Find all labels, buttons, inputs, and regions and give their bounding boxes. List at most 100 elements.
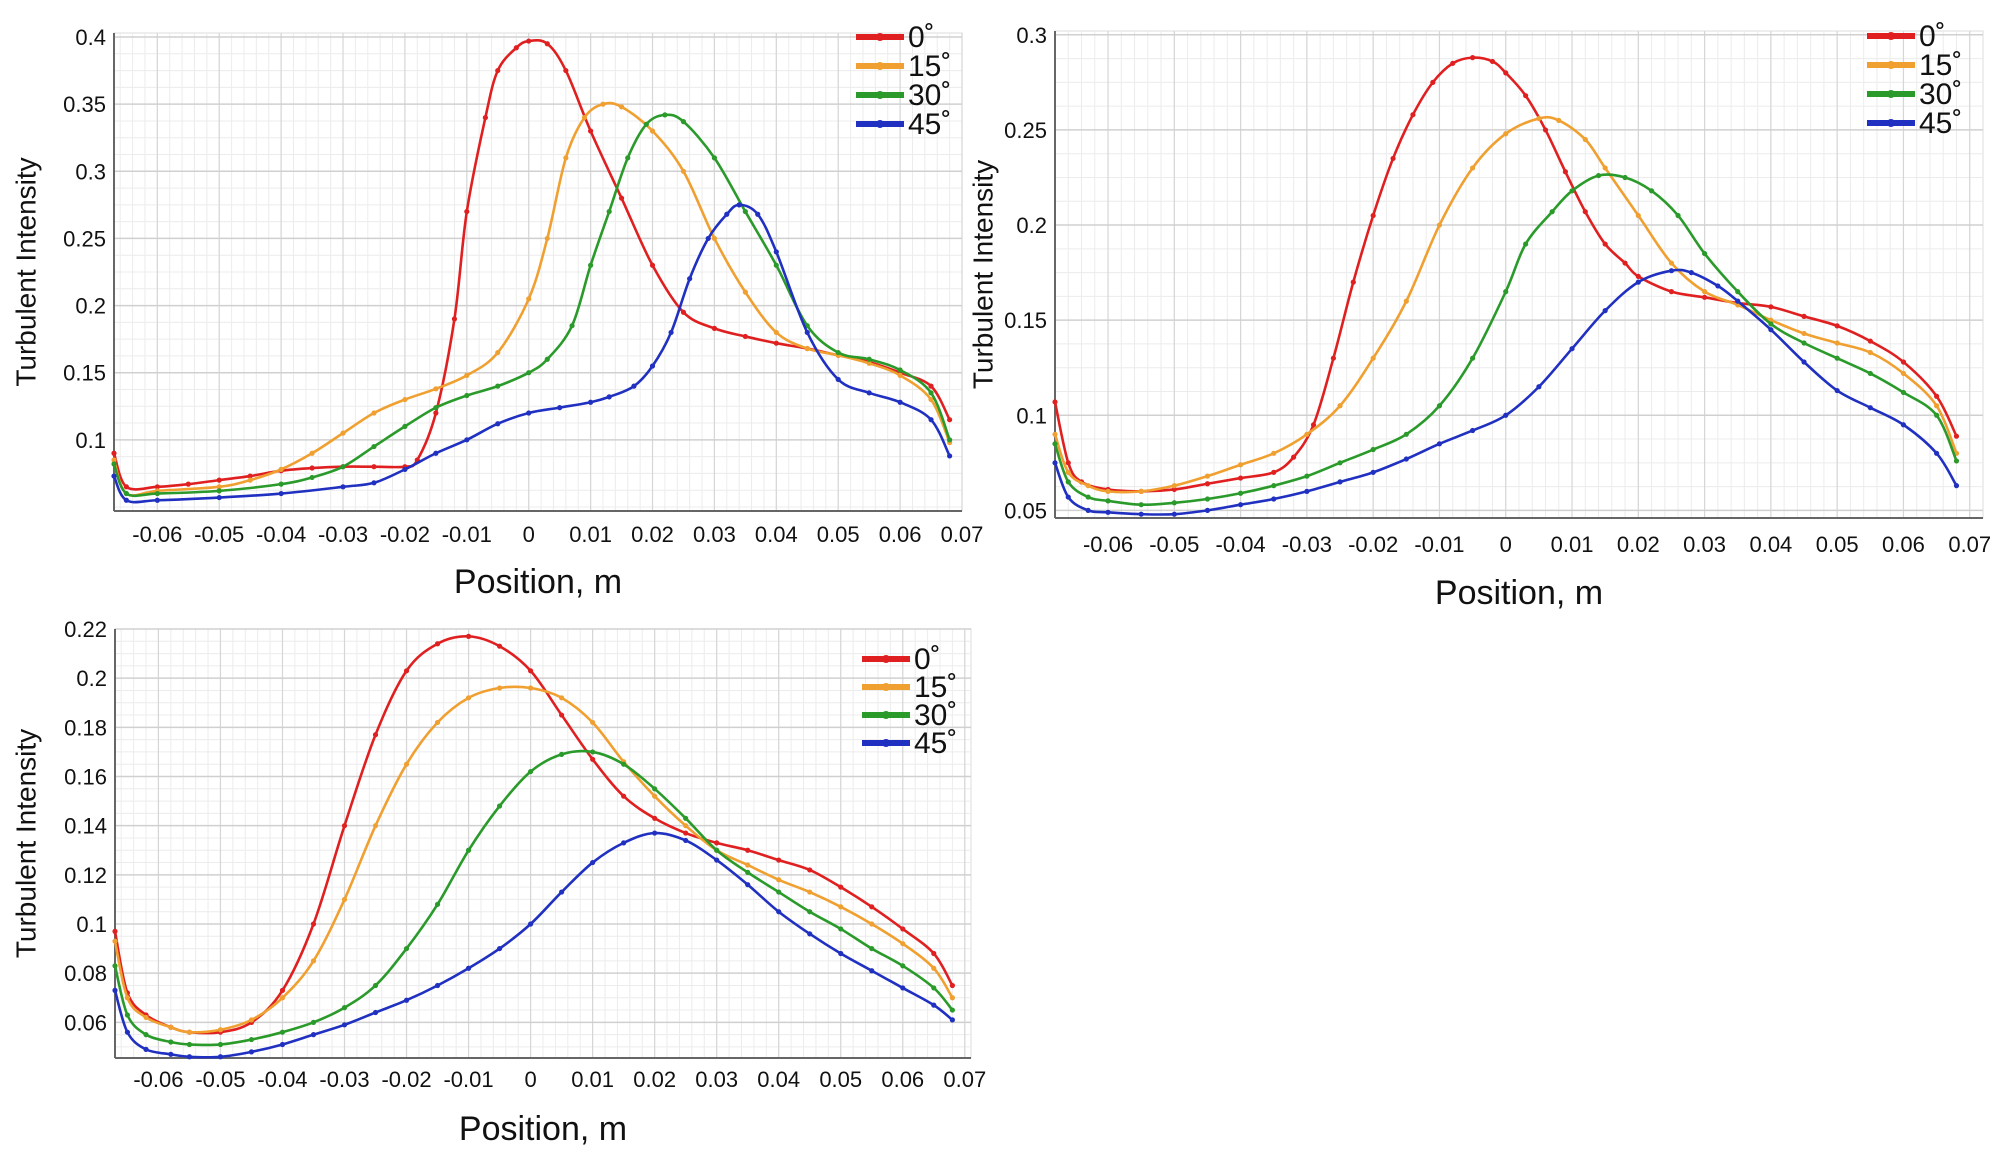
- data-point: [1582, 136, 1588, 143]
- x-tick-label: -0.02: [380, 522, 430, 547]
- y-tick-label: 0.25: [1004, 118, 1047, 143]
- x-tick-label: -0.01: [1414, 532, 1464, 557]
- data-point: [1503, 289, 1509, 295]
- data-point: [216, 484, 222, 490]
- data-point: [402, 423, 408, 430]
- series-30-deg: [1052, 172, 1960, 508]
- data-point: [526, 370, 532, 376]
- data-point: [1569, 346, 1575, 352]
- y-tick-label: 0.14: [64, 814, 107, 839]
- legend-label: 15˚: [1919, 49, 1962, 82]
- data-point: [643, 121, 649, 127]
- legend-marker: [1887, 61, 1895, 69]
- data-point: [804, 329, 810, 336]
- data-point: [649, 262, 656, 268]
- legend-item: 0˚: [862, 643, 941, 676]
- data-point: [124, 995, 131, 1001]
- y-tick-label: 0.18: [64, 715, 107, 740]
- y-tick-label: 0.2: [76, 666, 107, 691]
- data-point: [590, 749, 596, 755]
- data-point: [123, 497, 129, 503]
- data-point: [711, 325, 718, 331]
- series-45-deg: [1052, 268, 1960, 517]
- data-point: [1900, 359, 1907, 365]
- series-15-deg: [111, 101, 953, 497]
- data-point: [1867, 405, 1873, 411]
- data-point: [745, 882, 751, 888]
- data-point: [776, 909, 782, 915]
- data-point: [1085, 494, 1091, 500]
- data-point: [1065, 469, 1071, 475]
- x-tick-label: 0.07: [941, 522, 984, 547]
- data-point: [1370, 212, 1376, 219]
- data-point: [900, 985, 906, 991]
- data-point: [1337, 479, 1343, 485]
- data-point: [248, 1049, 255, 1055]
- data-point: [1337, 403, 1343, 409]
- data-point: [465, 965, 472, 971]
- data-point: [807, 867, 813, 873]
- x-tick-label: -0.04: [1216, 532, 1266, 557]
- legend-marker: [882, 739, 890, 747]
- data-point: [931, 965, 937, 971]
- x-tick-label: 0.01: [569, 522, 612, 547]
- data-point: [495, 67, 501, 74]
- data-point: [590, 719, 596, 726]
- data-point: [495, 383, 501, 389]
- legend-marker: [876, 120, 884, 128]
- data-point: [1867, 338, 1873, 344]
- x-tick-label: -0.06: [132, 522, 182, 547]
- data-point: [928, 383, 934, 389]
- data-point: [931, 985, 937, 991]
- data-point: [124, 1012, 131, 1018]
- data-point: [544, 41, 550, 47]
- data-point: [588, 399, 594, 405]
- data-point: [186, 1054, 193, 1060]
- data-point: [705, 235, 711, 242]
- data-point: [1403, 298, 1409, 304]
- data-point: [143, 1014, 149, 1021]
- x-tick-label: -0.04: [256, 522, 306, 547]
- y-tick-label: 0.08: [64, 961, 107, 986]
- data-point: [154, 497, 160, 503]
- data-point: [1668, 289, 1675, 295]
- data-point: [544, 235, 550, 242]
- data-point: [618, 195, 625, 201]
- data-point: [1171, 500, 1177, 506]
- data-point: [652, 815, 658, 821]
- legend-item: 30˚: [1867, 78, 1962, 111]
- data-point: [755, 211, 761, 217]
- data-point: [866, 356, 872, 362]
- data-point: [465, 633, 472, 639]
- data-point: [495, 421, 501, 427]
- data-point: [1768, 327, 1774, 333]
- data-point: [1337, 460, 1343, 466]
- y-tick-label: 0.2: [1016, 213, 1047, 238]
- data-point: [625, 155, 631, 161]
- x-tick-label: 0.04: [1749, 532, 1792, 557]
- data-point: [1668, 260, 1675, 266]
- data-point: [1900, 422, 1907, 428]
- data-point: [931, 1002, 937, 1008]
- data-point: [310, 958, 317, 964]
- data-point: [341, 823, 348, 829]
- data-point: [434, 719, 441, 726]
- data-point: [1436, 403, 1443, 409]
- x-tick-label: 0.02: [633, 1067, 676, 1092]
- data-point: [680, 309, 687, 315]
- series-45-deg: [112, 830, 955, 1060]
- data-point: [111, 461, 117, 467]
- data-point: [111, 450, 117, 456]
- data-point: [433, 450, 439, 456]
- data-point: [662, 112, 668, 118]
- data-point: [309, 465, 315, 471]
- data-point: [773, 340, 779, 346]
- data-point: [724, 211, 730, 217]
- data-point: [1085, 483, 1091, 489]
- x-tick-label: 0.07: [943, 1067, 986, 1092]
- x-tick-label: -0.05: [194, 522, 244, 547]
- legend-item: 30˚: [856, 79, 951, 112]
- data-point: [1436, 222, 1443, 228]
- y-tick-label: 0.15: [1004, 308, 1047, 333]
- data-point: [559, 889, 565, 895]
